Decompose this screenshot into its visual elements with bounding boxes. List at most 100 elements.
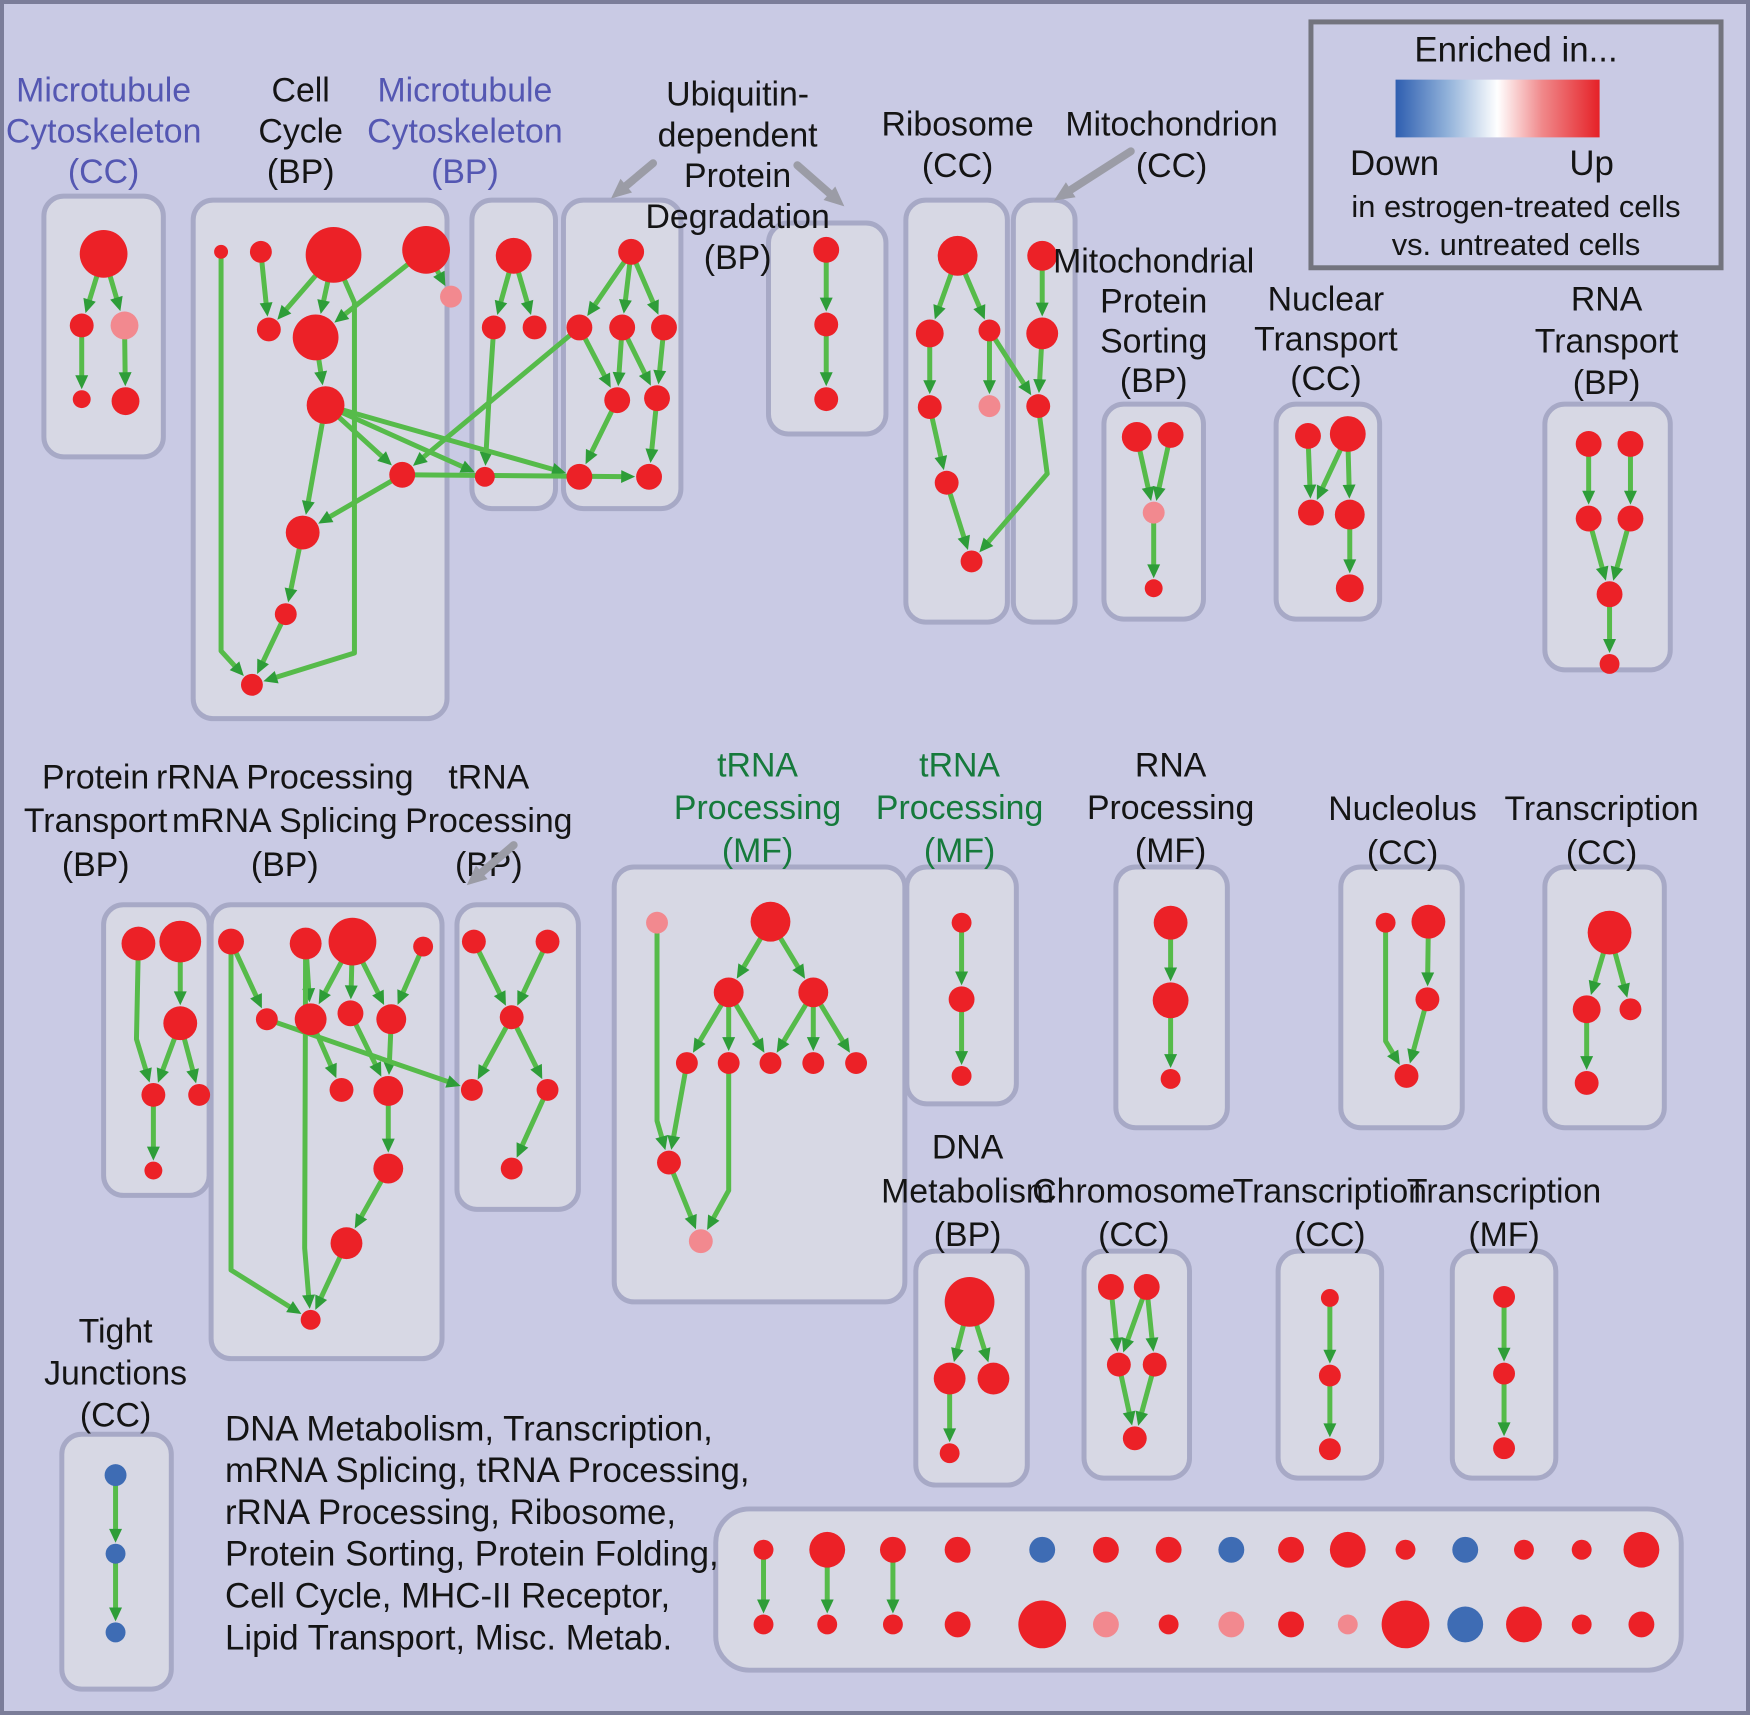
- edge-mito_sort-ms1-ms2: [1156, 445, 1171, 490]
- pair-top-node-10: [1395, 1539, 1416, 1560]
- edge-cell_cycle-c9-c10-arrowhead: [284, 587, 298, 603]
- pair-top-node-4: [1029, 1536, 1056, 1563]
- edge-trna_mf_small-h1-h2-arrowhead: [955, 1051, 969, 1066]
- edge-trna_mf_big-g9-g10-arrowhead: [684, 1213, 697, 1230]
- mt_cc-label-line-1: Cytoskeleton: [6, 112, 202, 150]
- edge-trna_mf_small-h0-h1-arrowhead: [955, 971, 969, 986]
- edge-transc_cc2-k0-k1-arrowhead: [1588, 979, 1602, 995]
- rna_trans-node-rt0: [1575, 430, 1602, 457]
- dna_met-box: [913, 1248, 1030, 1488]
- rrna-node-q0: [218, 928, 244, 955]
- prot_trans-node-p0: [121, 926, 156, 961]
- edge-ribosome-r2-r4-arrowhead: [982, 380, 996, 395]
- trna_mf_small-label-line-1: Processing: [876, 789, 1043, 827]
- cell_cycle-node-c8: [389, 461, 416, 488]
- pair-top-node-11: [1452, 1536, 1479, 1563]
- trna_mf_big-node-g5: [717, 1052, 740, 1074]
- chromosome-node-e3: [1142, 1352, 1167, 1377]
- rna_trans-node-rt1: [1617, 430, 1644, 457]
- edge-dna_met-d1-d3-arrowhead: [943, 1428, 957, 1443]
- edge-transc_cc3-f0-f1-arrowhead: [1323, 1349, 1337, 1364]
- ubiq2-node-v1: [814, 312, 839, 337]
- mt_cc-node-e: [111, 387, 140, 416]
- edge-trna_bp-t2-t4: [514, 1025, 539, 1070]
- edge-trna_mf_big-g4-g9: [671, 1071, 688, 1139]
- edge-ubiq-u4-u6: [589, 409, 614, 455]
- trna_mf_big-node-g3: [798, 977, 829, 1008]
- rna_trans-node-rt2: [1575, 505, 1602, 532]
- edge-transc_cc2-k0-k2-arrowhead: [1617, 982, 1630, 998]
- edge-prot_trans-p1-p2-arrowhead: [173, 991, 187, 1006]
- edge-cell_cycle-c10-c11-arrowhead: [257, 658, 269, 675]
- edge-cell_cycle-c0-c11: [218, 256, 237, 669]
- tight_junc-label-line-2: (CC): [80, 1396, 151, 1434]
- ubiq-label-line-0: Ubiquitin-: [666, 76, 809, 114]
- misc-terms-line-1: mRNA Splicing, tRNA Processing,: [225, 1451, 750, 1490]
- edge-ribosome-r5-r6-arrowhead: [957, 534, 970, 551]
- transc_cc2-label-line-1: (CC): [1566, 834, 1637, 872]
- ribosome-label-line-0: Ribosome: [881, 105, 1033, 143]
- trna_mf_big-label-line-0: tRNA: [717, 746, 798, 784]
- edge-trna_mf_big-g3-g6: [781, 1002, 809, 1044]
- mito-node-M1: [1026, 317, 1059, 350]
- transc_mf-node-w0: [1493, 1285, 1516, 1308]
- legend-subtitle-line-1: in estrogen-treated cells: [1351, 189, 1680, 224]
- pair-top-node-14: [1623, 1531, 1660, 1568]
- annotation-arrow-2-arrowhead: [1053, 182, 1076, 201]
- edge-mt_bp-m0-m2-arrowhead: [520, 299, 534, 316]
- ribosome-node-r5: [934, 470, 959, 495]
- edge-transc_mf-w1-w2-arrowhead: [1497, 1422, 1511, 1437]
- mt_cc-node-d: [72, 390, 91, 409]
- prot_trans-label-line-1: Transport: [24, 802, 168, 840]
- dna_met-label-line-1: Metabolism: [881, 1172, 1054, 1210]
- trna_bp-node-t5: [500, 1157, 523, 1180]
- mt_cc-node-c: [110, 311, 139, 340]
- edge-chromosome-e1-e2: [1125, 1296, 1145, 1342]
- edge-rna_proc-i1-i2-arrowhead: [1164, 1054, 1178, 1069]
- edge-cell_cycle-c3-c6: [342, 262, 410, 317]
- cell_cycle-node-c3: [402, 225, 450, 274]
- edge-trna_mf_big-g3-g8: [818, 1002, 846, 1044]
- edge-mt_bp-m0-m2: [516, 270, 530, 305]
- pair-bottom-node-8: [1278, 1611, 1304, 1638]
- pair-bottom-node-7: [1218, 1611, 1245, 1638]
- transc_cc2-node-k2: [1619, 998, 1642, 1021]
- ribosome-node-r0: [937, 235, 978, 276]
- edge-rrna-q0-q4: [233, 950, 259, 999]
- edge-cell_cycle-c2-c5: [283, 273, 318, 312]
- edge-rrna-q0-q12-arrowhead: [286, 1301, 302, 1315]
- rrna-label-line-0: rRNA Processing: [156, 758, 414, 796]
- edge-nuc_trans-nt1-nt2-arrowhead: [1316, 484, 1329, 500]
- tight_junc-node-tj2: [105, 1622, 126, 1643]
- edge-trna_bp-t1-t2: [520, 949, 545, 996]
- mt_bp-label-line-1: Cytoskeleton: [367, 112, 563, 150]
- pair-bottom-node-6: [1158, 1614, 1179, 1635]
- edge-dna_met-d0-d1-arrowhead: [951, 1347, 964, 1363]
- edge-rrna-q2-q7-arrowhead: [372, 989, 385, 1006]
- cross-edge-5: [985, 415, 1050, 545]
- edge-nucleolus-j2-j3-arrowhead: [1407, 1048, 1420, 1064]
- edge-chromosome-e3-e4: [1139, 1373, 1155, 1415]
- pair-top-node-8: [1278, 1536, 1304, 1563]
- edge-prot_trans-p2-p3: [160, 1036, 177, 1073]
- legend-title: Enriched in...: [1414, 31, 1617, 70]
- nuc_trans-node-nt1: [1329, 416, 1366, 452]
- edge-nuc_trans-nt0-nt2: [1305, 446, 1313, 488]
- nuc_trans-label-line-0: Nuclear: [1268, 281, 1385, 319]
- edge-prot_trans-p2-p4-arrowhead: [186, 1068, 199, 1084]
- nuc_trans-label-line-1: Transport: [1254, 320, 1398, 358]
- ribosome-node-r2: [978, 319, 1001, 342]
- rrna-node-q7: [376, 1004, 407, 1035]
- mito-label-line-1: (CC): [1136, 147, 1207, 185]
- rna_proc-label-line-1: Processing: [1087, 789, 1254, 827]
- tight_junc-label-line-0: Tight: [79, 1313, 154, 1351]
- mt_bp-node-m2: [522, 315, 547, 340]
- edge-trna_mf_big-g3-g6-arrowhead: [776, 1037, 790, 1053]
- transc_mf-label-line-1: (MF): [1468, 1216, 1539, 1254]
- edge-prot_trans-p2-p3-arrowhead: [156, 1067, 169, 1083]
- mt_cc-node-a: [79, 229, 128, 278]
- edge-tight_junc-tj1-tj2-arrowhead: [109, 1607, 123, 1622]
- edge-nuc_trans-nt1-nt2: [1320, 447, 1343, 490]
- ubiq-node-u0: [618, 238, 645, 265]
- nucleolus-node-j2: [1415, 987, 1440, 1012]
